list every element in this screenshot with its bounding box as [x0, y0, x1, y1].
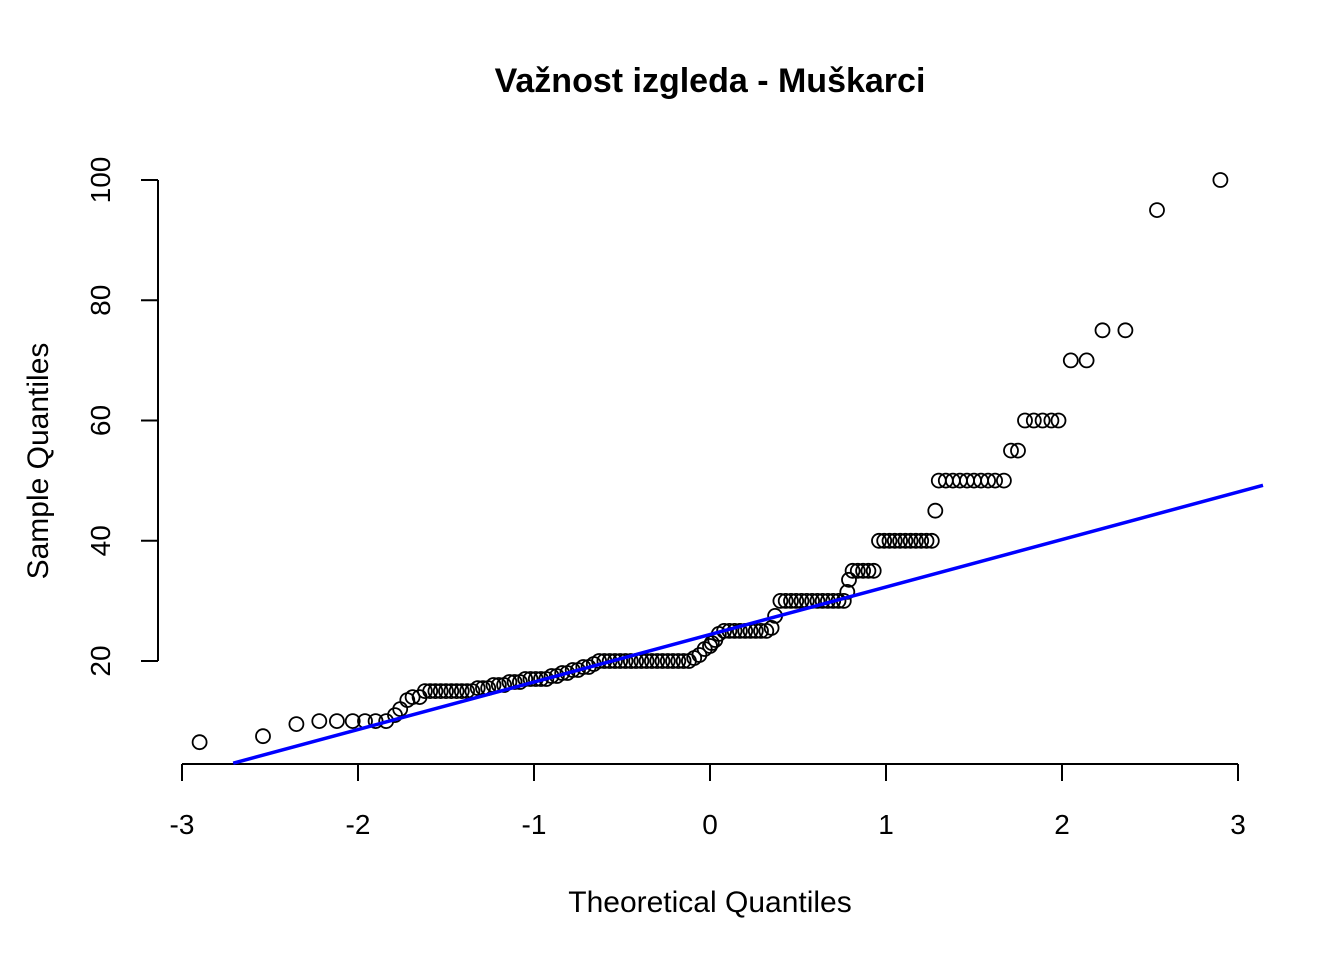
- x-tick-label: -3: [170, 809, 195, 840]
- data-point: [763, 620, 780, 636]
- data-point: [638, 653, 655, 669]
- data-point: [897, 532, 914, 549]
- data-point: [1094, 322, 1111, 339]
- data-point: [980, 472, 996, 489]
- x-tick-label: 3: [1230, 809, 1246, 840]
- data-point: [1034, 412, 1051, 429]
- data-point: [1017, 412, 1033, 429]
- data-point: [654, 653, 671, 669]
- data-point: [288, 716, 305, 732]
- x-tick-label: 2: [1054, 809, 1070, 840]
- data-point: [1010, 442, 1026, 459]
- reference-line-group: [232, 483, 1264, 765]
- y-tick-label: 60: [85, 405, 116, 436]
- data-point: [902, 532, 919, 549]
- data-point: [772, 593, 789, 609]
- data-point: [908, 532, 924, 549]
- data-point: [1025, 412, 1042, 429]
- y-axis-label: Sample Quantiles: [22, 343, 55, 580]
- x-tick-label: -1: [522, 809, 547, 840]
- data-point: [927, 502, 944, 519]
- data-point: [665, 653, 681, 669]
- data-point: [1050, 412, 1067, 429]
- data-point: [191, 734, 208, 751]
- y-tick-label: 100: [85, 157, 116, 204]
- data-point: [522, 671, 539, 687]
- data-point: [841, 571, 857, 588]
- data-point: [996, 472, 1012, 489]
- data-point: [793, 593, 810, 609]
- data-point: [453, 683, 470, 699]
- data-point: [860, 562, 877, 579]
- data-point: [732, 623, 748, 639]
- x-axis-label: Theoretical Quantiles: [568, 886, 851, 919]
- data-point: [987, 472, 1003, 489]
- data-point: [416, 683, 433, 699]
- data-point: [849, 562, 866, 579]
- y-tick-label: 20: [85, 645, 116, 676]
- data-point: [753, 623, 769, 639]
- data-point: [809, 593, 826, 609]
- data-point: [777, 593, 794, 609]
- data-point: [443, 683, 460, 699]
- data-point: [255, 728, 271, 745]
- data-point: [913, 532, 930, 549]
- data-point: [783, 593, 799, 609]
- data-point: [649, 653, 666, 669]
- data-point: [1003, 442, 1019, 459]
- data-point: [886, 532, 903, 549]
- chart-title: Važnost izgleda - Muškarci: [495, 62, 926, 100]
- data-point: [459, 683, 476, 699]
- data-point: [1043, 412, 1060, 429]
- data-point: [622, 653, 639, 669]
- data-point: [1062, 352, 1079, 369]
- data-point: [344, 713, 361, 729]
- x-tick-label: 1: [878, 809, 894, 840]
- data-point: [855, 562, 871, 579]
- data-point: [675, 653, 692, 669]
- data-point: [1149, 202, 1165, 219]
- data-point: [871, 532, 887, 549]
- data-point: [876, 532, 893, 549]
- qq-reference-line: [232, 483, 1264, 765]
- data-point: [881, 532, 898, 549]
- data-point: [1078, 352, 1095, 369]
- x-tick-label: -2: [346, 809, 371, 840]
- data-point: [438, 683, 454, 699]
- data-point: [404, 689, 421, 705]
- data-points: [191, 172, 1229, 751]
- data-point: [788, 593, 805, 609]
- data-point: [844, 562, 861, 579]
- x-axis: -3 -2 -1 0 1 2 3: [170, 763, 1246, 840]
- data-point: [1212, 172, 1229, 188]
- data-point: [865, 562, 882, 579]
- data-point: [427, 683, 444, 699]
- data-point: [422, 683, 439, 699]
- data-point: [1117, 322, 1134, 339]
- data-point: [328, 713, 345, 729]
- data-point: [923, 532, 940, 549]
- y-tick-label: 80: [85, 285, 116, 316]
- y-tick-label: 40: [85, 525, 116, 556]
- data-point: [432, 683, 449, 699]
- data-point: [469, 680, 486, 696]
- data-point: [892, 532, 908, 549]
- data-point: [918, 532, 935, 549]
- data-point: [448, 683, 465, 699]
- data-point: [311, 713, 328, 729]
- data-point: [659, 653, 676, 669]
- x-tick-label: 0: [702, 809, 718, 840]
- data-point: [644, 653, 660, 669]
- y-axis: 20 40 60 80 100: [85, 157, 159, 677]
- data-point: [392, 701, 409, 717]
- data-point: [670, 653, 687, 669]
